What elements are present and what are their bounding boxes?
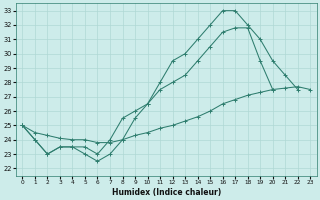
X-axis label: Humidex (Indice chaleur): Humidex (Indice chaleur) xyxy=(112,188,221,197)
